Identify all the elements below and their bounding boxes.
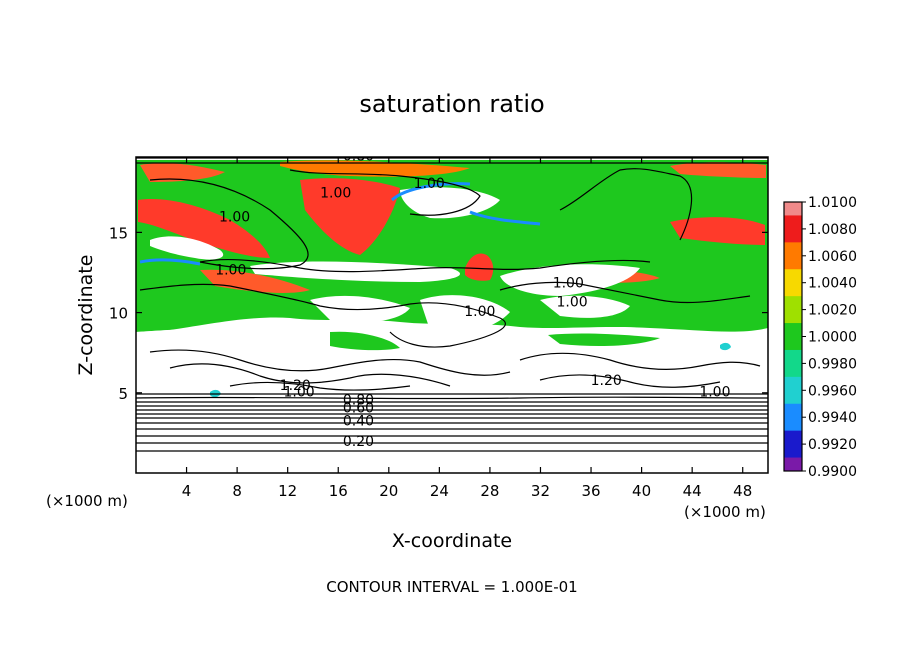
contour-label: 0.20 (343, 434, 374, 450)
colorbar-swatch (784, 363, 802, 378)
x-axis-label: X-coordinate (392, 530, 512, 552)
colorbar-label: 1.0040 (808, 276, 857, 292)
colorbar-label: 0.9900 (808, 464, 857, 480)
colorbar-label: 0.9960 (808, 383, 857, 399)
colorbar-label: 1.0100 (808, 195, 857, 211)
y-tick-label: 15 (109, 224, 128, 242)
contour-label: 0.60 (343, 400, 374, 416)
field-white-cloud-1 (150, 236, 224, 260)
x-tick-label: 4 (182, 482, 192, 500)
x-tick-label: 8 (232, 482, 242, 500)
x-tick-label: 24 (430, 482, 449, 500)
colorbar-swatch (784, 390, 802, 405)
colorbar-swatch (784, 309, 802, 324)
colorbar-label: 1.0060 (808, 249, 857, 265)
colorbar-swatch (784, 417, 802, 432)
plot-frame (135, 156, 769, 474)
field-blue-edge (139, 182, 541, 266)
field-red-peak (465, 253, 494, 281)
field-red-upper-left (138, 199, 270, 258)
contour-lines (136, 157, 768, 452)
field-red-right (670, 217, 765, 245)
colorbar-swatch (784, 228, 802, 243)
plot-area: 0.801.001.001.001.001.001.001.001.201.00… (135, 149, 769, 474)
x-tick-label: 44 (683, 482, 702, 500)
x-tick-label: 36 (581, 482, 600, 500)
chart-title: saturation ratio (359, 90, 544, 118)
colorbar-swatch (784, 336, 802, 351)
field-white-cloud-5 (310, 295, 510, 334)
contour-label: 1.00 (464, 304, 495, 320)
contour-labels: 0.801.001.001.001.001.001.001.001.201.00… (215, 149, 730, 450)
field-green-lower (330, 331, 660, 351)
contour-interval-note: CONTOUR INTERVAL = 1.000E-01 (326, 578, 577, 596)
contour-label: 1.00 (414, 176, 445, 192)
y-tick-label: 5 (118, 385, 128, 403)
colorbar-swatch (784, 269, 802, 284)
contour-label: 0.40 (343, 413, 374, 429)
contour-label: 1.20 (591, 373, 622, 389)
field-red-topright (670, 162, 766, 178)
x-unit-left: (×1000 m) (46, 492, 128, 510)
x-tick-label: 20 (379, 482, 398, 500)
colorbar-swatch (784, 444, 802, 459)
colorbar-swatch (784, 202, 802, 216)
colorbar-swatch (784, 376, 802, 391)
contour-label: 0.80 (343, 149, 374, 165)
colorbar-label: 1.0020 (808, 303, 857, 319)
colorbar: 1.0100 1.0080 1.0060 1.0040 1.0020 1.0000 0.99… (783, 195, 857, 480)
field-red-mid (300, 178, 400, 255)
field-red-top-left (140, 163, 225, 182)
colorbar-swatch (784, 349, 802, 364)
y-axis-ticks: 5 10 15 (109, 224, 768, 403)
colorbar-swatch (784, 215, 802, 230)
y-axis-label: Z-coordinate (75, 255, 97, 376)
x-tick-label: 28 (480, 482, 499, 500)
contour-label: 1.00 (219, 210, 250, 226)
colorbar-swatch (784, 403, 802, 418)
field-orange-top (280, 160, 470, 177)
colorbar-swatch (784, 282, 802, 297)
contour-label: 1.00 (320, 185, 351, 201)
colorbar-swatch (784, 255, 802, 270)
colorbar-swatch (784, 457, 802, 472)
field-white-cloud-4 (500, 264, 640, 296)
colorbar-swatch (784, 296, 802, 311)
y-tick-label: 10 (109, 305, 128, 323)
field-white-lower (136, 328, 768, 473)
x-tick-label: 12 (278, 482, 297, 500)
colorbar-swatch (784, 242, 802, 257)
colorbar-label: 1.0080 (808, 222, 857, 238)
contour-label: 1.00 (283, 384, 314, 400)
contour-label: 1.00 (556, 295, 587, 311)
contour-label: 1.00 (215, 262, 246, 278)
x-tick-label: 40 (632, 482, 651, 500)
field-white-cloud-6 (540, 295, 630, 318)
colorbar-swatch (784, 323, 802, 337)
x-tick-label: 16 (329, 482, 348, 500)
contour-label: 1.20 (280, 378, 311, 394)
x-tick-label: 48 (733, 482, 752, 500)
contour-label: 0.80 (343, 392, 374, 408)
x-axis-ticks: 4 8 12 16 20 24 28 32 36 40 44 48 (182, 157, 752, 500)
contour-label: 1.00 (553, 275, 584, 291)
colorbar-label: 0.9940 (808, 410, 857, 426)
colorbar-label: 0.9920 (808, 437, 857, 453)
x-tick-label: 32 (531, 482, 550, 500)
x-unit-right: (×1000 m) (684, 503, 766, 521)
colorbar-swatch (784, 430, 802, 445)
colorbar-label: 0.9980 (808, 356, 857, 372)
colorbar-label: 1.0000 (808, 330, 857, 346)
field-white-cloud-2 (400, 187, 500, 219)
contour-label: 1.00 (699, 384, 730, 400)
